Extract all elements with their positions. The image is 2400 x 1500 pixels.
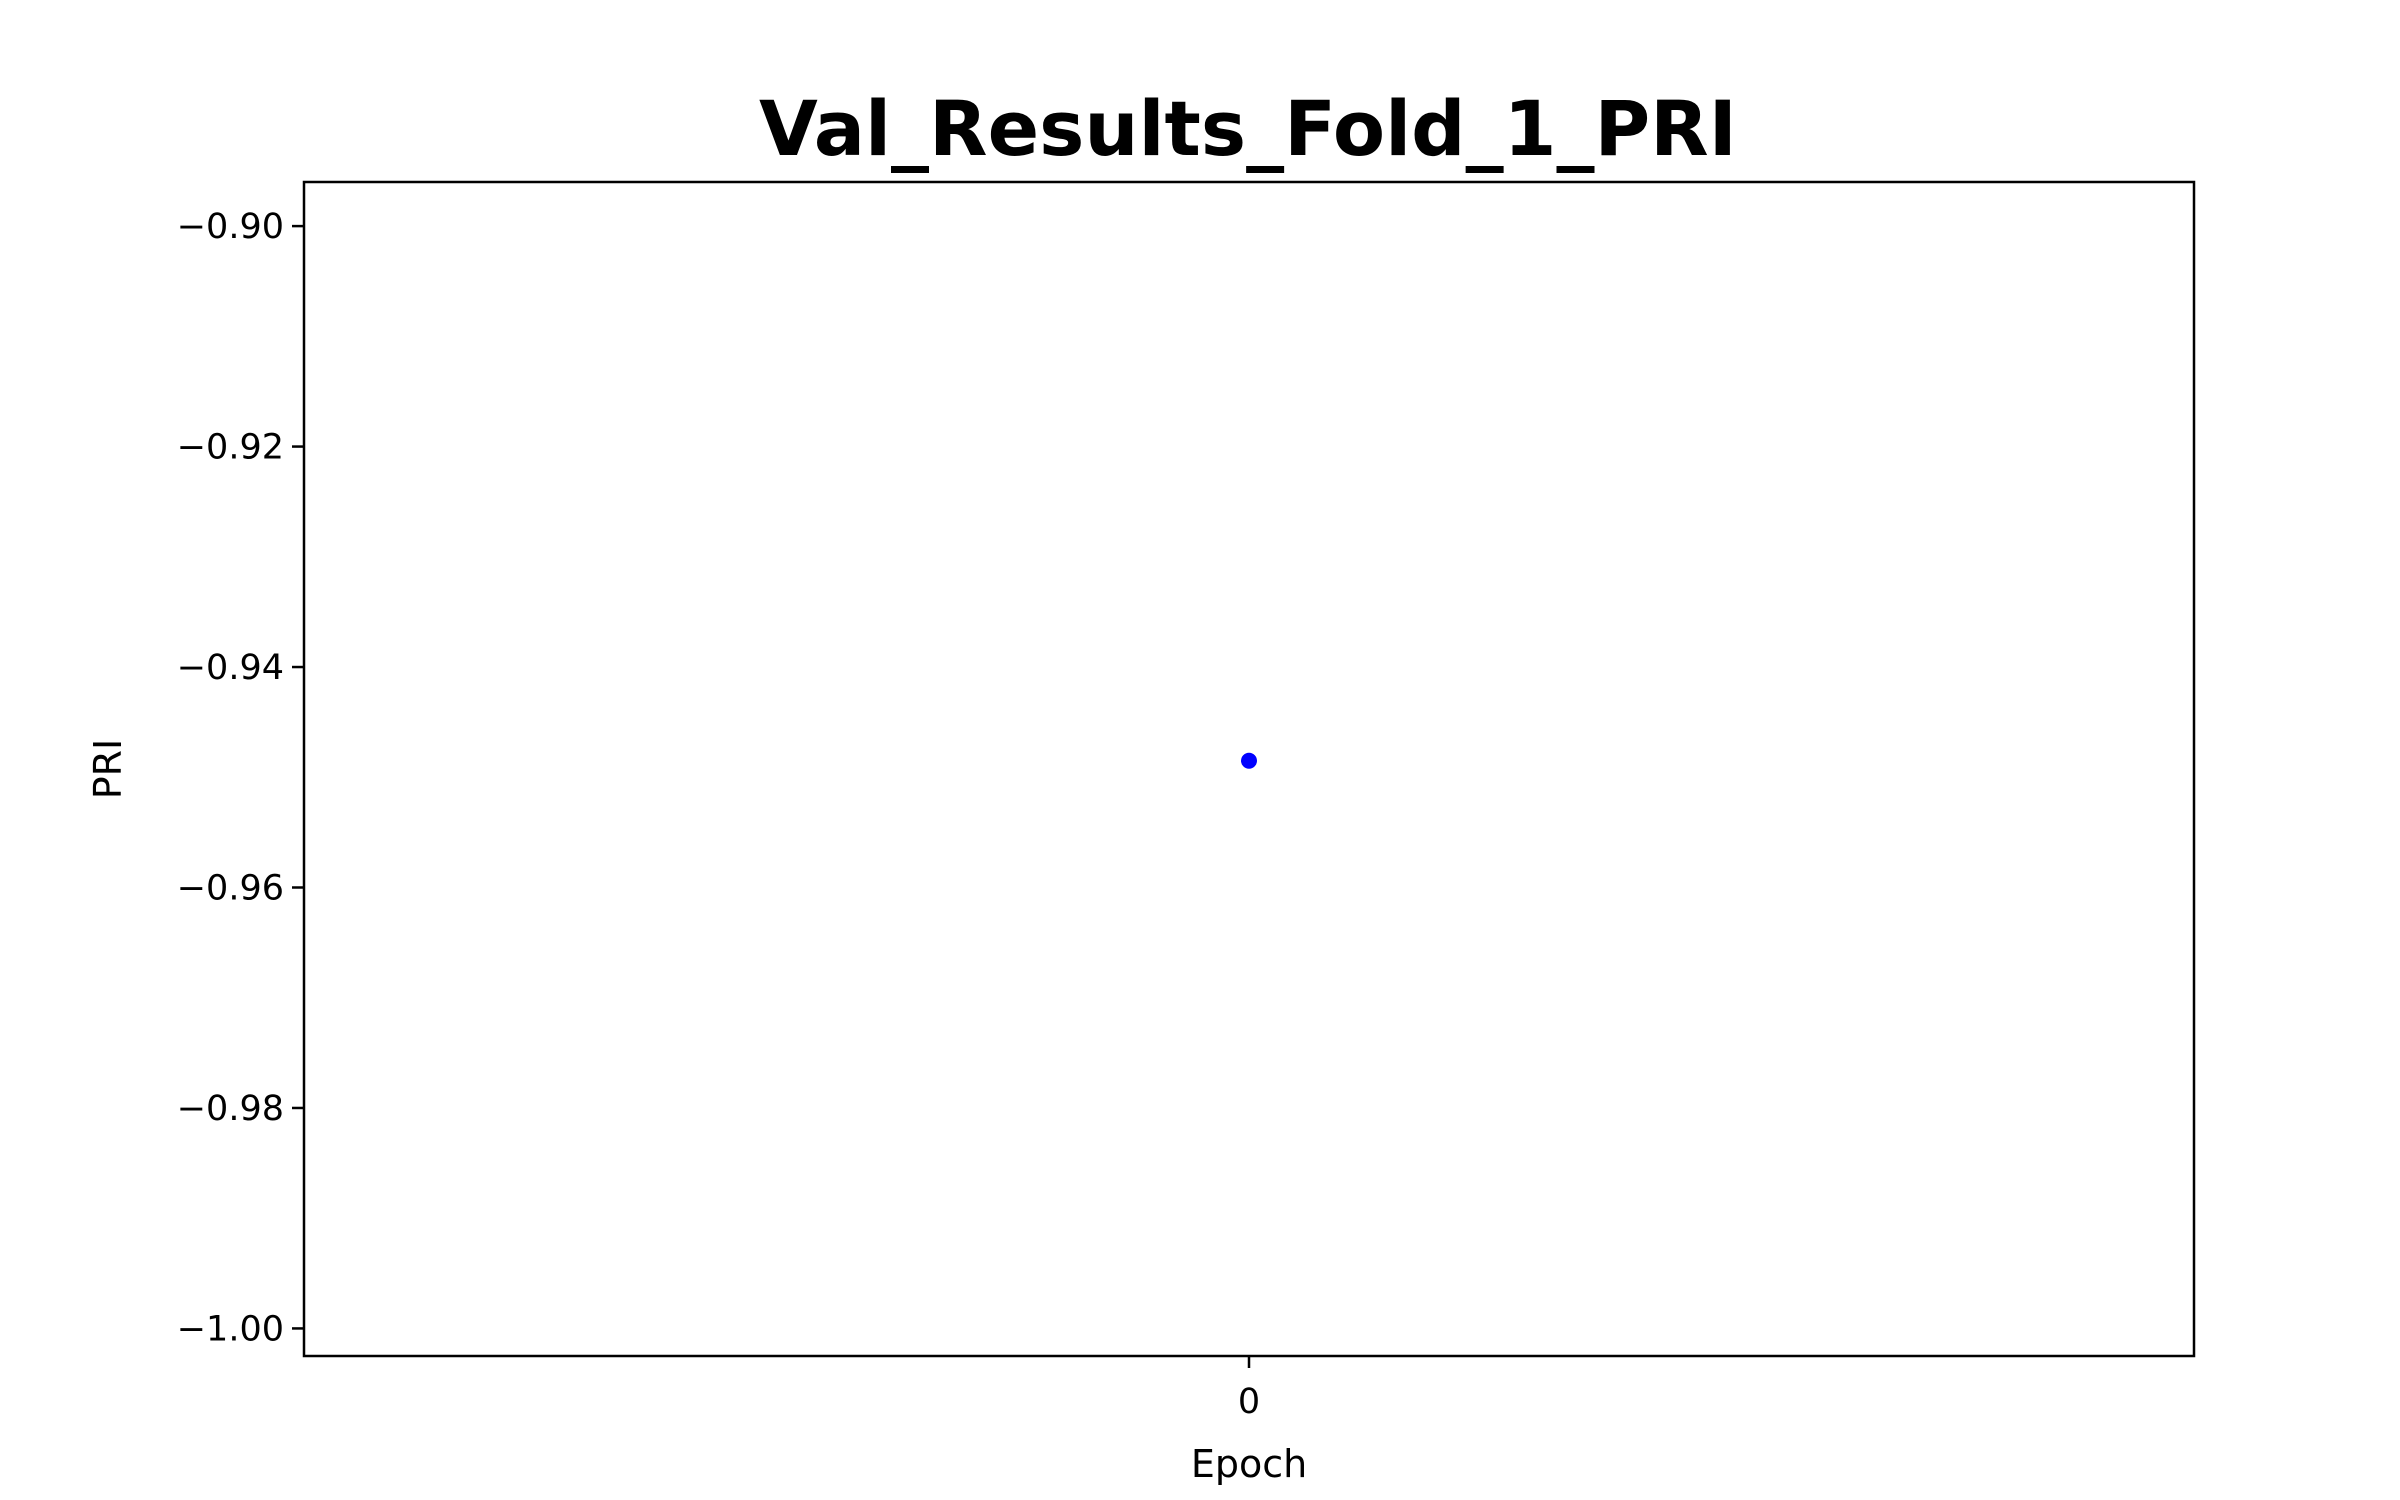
y-axis-ticks: −0.90 −0.92 −0.94 −0.96 −0.98 −1.00 xyxy=(177,207,304,1349)
y-tick-label: −0.90 xyxy=(177,207,284,247)
y-tick-label: −0.98 xyxy=(177,1089,284,1129)
y-tick-label: −0.92 xyxy=(177,428,284,468)
x-tick-label: 0 xyxy=(1238,1382,1260,1422)
y-tick-label: −0.94 xyxy=(177,648,284,688)
y-axis-label: PRI xyxy=(86,739,130,800)
data-point xyxy=(1241,752,1257,769)
x-axis-label: Epoch xyxy=(1191,1442,1307,1486)
x-axis-ticks: 0 xyxy=(1238,1356,1260,1422)
y-tick-label: −0.96 xyxy=(177,869,284,909)
y-tick-label: −1.00 xyxy=(177,1309,284,1349)
chart-title: Val_Results_Fold_1_PRI xyxy=(759,84,1737,173)
data-points xyxy=(1241,752,1257,769)
plot-area-frame xyxy=(302,180,2196,1358)
